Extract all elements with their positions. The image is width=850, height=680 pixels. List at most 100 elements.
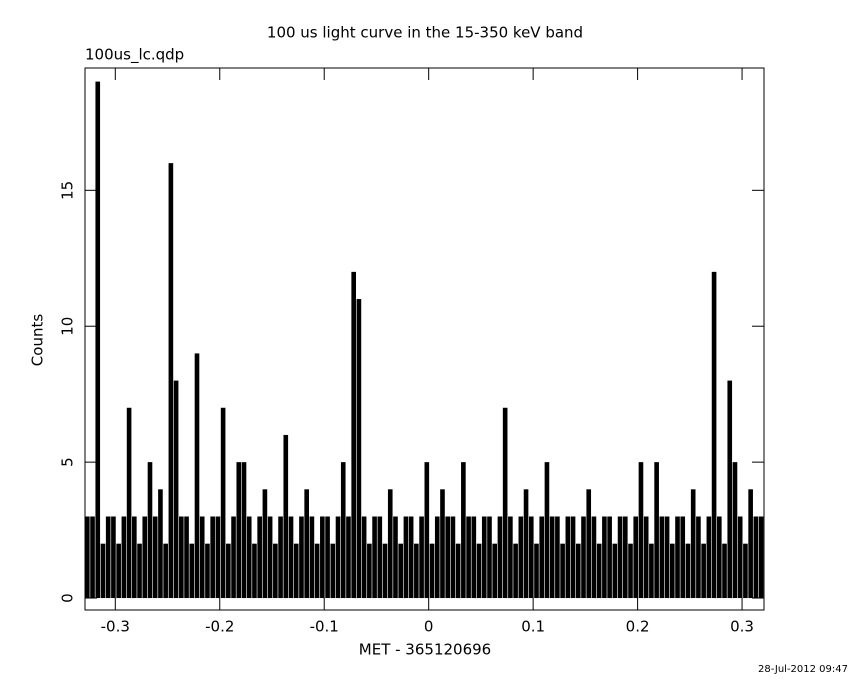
- bar: [476, 543, 482, 599]
- bar: [602, 516, 607, 599]
- bar: [696, 516, 701, 599]
- bar: [628, 543, 633, 599]
- bar: [246, 516, 252, 599]
- bar: [142, 516, 148, 599]
- bar: [622, 516, 628, 599]
- bar: [565, 516, 571, 599]
- bar: [706, 516, 712, 599]
- bar: [377, 516, 383, 599]
- bar: [643, 516, 649, 599]
- bar: [273, 543, 278, 599]
- bar: [231, 516, 236, 599]
- bar: [424, 462, 430, 599]
- bar: [414, 543, 419, 599]
- bar: [278, 516, 283, 599]
- bar: [257, 516, 262, 599]
- y-tick-label: 5: [59, 457, 77, 467]
- bar: [617, 516, 623, 599]
- bar: [199, 516, 205, 599]
- x-tick-label: 0: [424, 618, 434, 636]
- bar: [758, 516, 764, 599]
- bar: [215, 516, 221, 599]
- bar: [189, 543, 195, 599]
- bar: [659, 516, 665, 599]
- bar: [638, 462, 644, 599]
- bar: [596, 543, 602, 599]
- bar: [382, 543, 388, 599]
- bar: [288, 516, 294, 599]
- bar: [471, 516, 477, 599]
- bar: [466, 516, 471, 599]
- bar: [361, 516, 367, 599]
- bar: [722, 543, 727, 599]
- bar: [633, 516, 639, 599]
- bar: [445, 516, 451, 599]
- bar: [508, 516, 513, 599]
- bar: [283, 434, 289, 599]
- bar: [226, 543, 231, 599]
- bar: [137, 543, 142, 599]
- bar: [90, 516, 95, 599]
- bar: [147, 462, 153, 599]
- y-tick-label: 0: [59, 593, 77, 603]
- bar: [497, 516, 503, 599]
- bar: [748, 489, 753, 599]
- x-tick-label: 0.2: [626, 618, 650, 636]
- bar: [701, 543, 706, 599]
- bar: [158, 489, 163, 599]
- bar: [711, 271, 717, 599]
- bar: [236, 462, 242, 599]
- bar: [429, 543, 435, 599]
- bar: [581, 516, 586, 599]
- bar: [85, 516, 90, 599]
- bar: [690, 489, 696, 599]
- bar: [607, 516, 612, 599]
- bar: [111, 516, 116, 599]
- bar: [513, 543, 518, 599]
- bar: [205, 543, 210, 599]
- chart-title: 100 us light curve in the 15-350 keV ban…: [267, 24, 583, 42]
- bar: [387, 489, 393, 599]
- bar: [528, 516, 534, 599]
- bar: [132, 516, 137, 599]
- bar: [518, 516, 524, 599]
- bar: [732, 462, 738, 599]
- bar: [210, 516, 215, 599]
- bar: [450, 516, 456, 599]
- bar: [252, 543, 257, 599]
- bar: [351, 271, 356, 599]
- bar: [299, 516, 304, 599]
- bar: [753, 516, 759, 599]
- bar: [335, 516, 341, 599]
- x-tick-label: 0.1: [521, 618, 545, 636]
- bar: [340, 462, 346, 599]
- bar: [575, 543, 581, 599]
- y-axis-label: Counts: [29, 314, 47, 367]
- bar: [152, 516, 158, 599]
- bar: [398, 543, 404, 599]
- bar: [95, 81, 101, 599]
- x-tick-label: 0.3: [730, 618, 754, 636]
- timestamp: 28-Jul-2012 09:47: [758, 664, 848, 675]
- bar: [487, 516, 492, 599]
- bar: [461, 462, 466, 599]
- bar: [393, 516, 398, 599]
- bar: [356, 299, 362, 599]
- bar: [241, 462, 247, 599]
- bar: [173, 380, 179, 599]
- bar: [664, 516, 670, 599]
- bar: [591, 516, 597, 599]
- bar: [685, 543, 691, 599]
- bar: [481, 516, 487, 599]
- bar: [330, 543, 336, 599]
- x-tick-label: -0.1: [310, 618, 339, 636]
- bar: [534, 543, 539, 599]
- bar: [544, 462, 550, 599]
- y-tick-label: 10: [59, 317, 77, 336]
- bar: [372, 516, 377, 599]
- bar: [743, 543, 748, 599]
- bar: [163, 543, 168, 599]
- bar: [716, 516, 722, 599]
- bar: [434, 516, 440, 599]
